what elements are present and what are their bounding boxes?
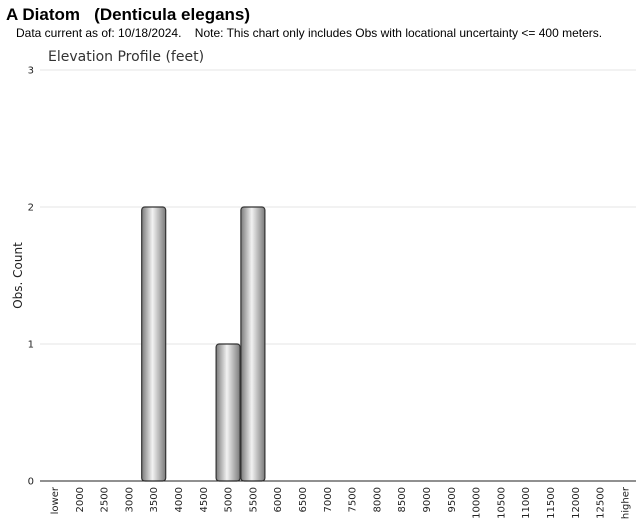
x-ticks: lower 2000 2500 3000 3500 4000 4500 5000 5500 600… xyxy=(50,486,631,519)
x-tick-label: 5000 xyxy=(224,487,235,512)
y-ticks: 0 1 2 3 xyxy=(28,66,34,488)
x-tick-label: 11000 xyxy=(521,487,532,519)
bar-5500 xyxy=(240,206,266,482)
y-tick-label: 1 xyxy=(28,340,34,351)
bar-5000 xyxy=(215,343,241,482)
x-tick-label: 3000 xyxy=(124,487,135,512)
x-tick-label: 2000 xyxy=(75,487,86,512)
page-title: A Diatom (Denticula elegans) xyxy=(6,5,251,24)
grid-lines xyxy=(40,69,636,345)
x-tick-label: lower xyxy=(50,486,61,514)
x-tick-label: 5500 xyxy=(248,487,259,512)
bars xyxy=(141,206,266,482)
chart-title: Elevation Profile (feet) xyxy=(48,49,205,65)
x-tick-label: 12000 xyxy=(571,487,582,519)
x-tick-label: 9000 xyxy=(422,487,433,512)
x-tick-label: 7000 xyxy=(323,487,334,512)
x-tick-label: 11500 xyxy=(546,487,557,519)
x-tick-label: 8500 xyxy=(397,487,408,512)
x-tick-label: 4500 xyxy=(199,487,210,512)
x-tick-label: 6000 xyxy=(273,487,284,512)
y-tick-label: 0 xyxy=(28,477,34,488)
x-tick-label: higher xyxy=(620,486,631,519)
x-tick-label: 3500 xyxy=(149,487,160,512)
x-tick-label: 10000 xyxy=(472,487,483,519)
x-tick-label: 4000 xyxy=(174,487,185,512)
x-tick-label: 10500 xyxy=(496,487,507,519)
bar-3500 xyxy=(141,206,167,482)
x-tick-label: 7500 xyxy=(348,487,359,512)
x-tick-label: 12500 xyxy=(596,487,607,519)
x-tick-label: 2500 xyxy=(100,487,111,512)
data-note: Data current as of: 10/18/2024. Note: Th… xyxy=(16,26,603,40)
x-tick-label: 8000 xyxy=(372,487,383,512)
y-axis-label: Obs. Count xyxy=(11,242,25,309)
y-tick-label: 2 xyxy=(28,203,34,214)
x-tick-label: 6500 xyxy=(298,487,309,512)
y-tick-label: 3 xyxy=(28,66,34,77)
x-tick-label: 9500 xyxy=(447,487,458,512)
